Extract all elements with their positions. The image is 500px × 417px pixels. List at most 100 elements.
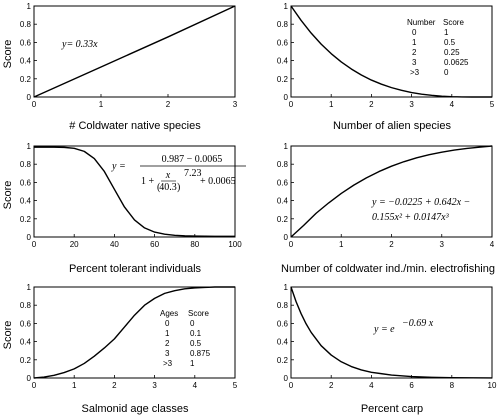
table-cell: 0.875	[190, 349, 211, 358]
x-axis-label: Percent carp	[361, 403, 423, 415]
y-tick-label: 1	[27, 2, 32, 11]
table-cell: 0.0625	[444, 58, 469, 67]
table-cell: 0.1	[190, 329, 202, 338]
table-cell: 0	[412, 28, 417, 37]
y-axis-label: Score	[2, 40, 14, 69]
table-cell: 1	[190, 359, 195, 368]
table-cell: 1	[165, 329, 170, 338]
equation-label: y = 0.987 − 0.0065 1 + ( x 40.3 ) 7.23 +…	[111, 154, 246, 193]
x-tick-label: 2	[112, 381, 117, 390]
table-cell: >3	[410, 68, 420, 77]
y-tick-label: 0.8	[277, 160, 289, 169]
x-tick-label: 3	[440, 240, 445, 249]
plot-frame	[290, 5, 493, 98]
y-tick-label: 0	[27, 233, 32, 242]
table-cell: 0.25	[444, 48, 460, 57]
y-tick-label: 0.8	[20, 160, 32, 169]
series-line	[33, 286, 235, 379]
x-tick-label: 3	[409, 100, 414, 109]
y-tick-label: 0.2	[20, 75, 32, 84]
score-table: Number Score 0 1 1 0.5 2 0.25 3 0.0625 >…	[407, 18, 469, 77]
x-tick-label: 5	[490, 100, 495, 109]
y-tick-label: 0.6	[277, 38, 289, 47]
x-tick-label: 0	[32, 240, 37, 249]
y-tick-label: 0	[27, 374, 32, 383]
paren-left: (	[157, 182, 161, 193]
table-cell: 0	[444, 68, 449, 77]
series-line	[290, 286, 493, 379]
x-tick-label: 5	[233, 381, 238, 390]
x-tick-label: 2	[166, 100, 171, 109]
y-tick-label: 0.4	[20, 57, 32, 66]
x-tick-label: 0	[289, 100, 294, 109]
y-tick-label: 0.6	[277, 178, 289, 187]
x-tick-label: 4	[450, 100, 455, 109]
x-tick-label: 0	[32, 381, 37, 390]
plot-frame	[290, 286, 493, 379]
equation-numerator: 0.987 − 0.0065	[162, 154, 223, 165]
equation-line-1: y = −0.0225 + 0.642x −	[371, 197, 470, 208]
y-tick-label: 0.4	[277, 57, 289, 66]
series-line	[34, 146, 235, 238]
y-tick-label: 0.2	[277, 75, 289, 84]
y-tick-label: 0.8	[20, 20, 32, 29]
series-line	[290, 145, 493, 238]
table-cell: 3	[165, 349, 170, 358]
paren-right: )	[177, 182, 180, 193]
x-tick-label: 3	[233, 100, 238, 109]
equation-exponent: −0.69 x	[402, 318, 434, 329]
x-axis-label: # Coldwater native species	[69, 120, 201, 132]
y-tick-label: 0.8	[277, 301, 289, 310]
table-cell: 3	[412, 58, 417, 67]
y-tick-label: 0	[284, 374, 289, 383]
table-cell: 0.5	[190, 339, 202, 348]
y-tick-label: 1	[284, 142, 289, 151]
x-tick-label: 10	[488, 381, 497, 390]
x-tick-label: 100	[228, 240, 242, 249]
equation-label: y= 0.33x	[61, 39, 98, 50]
x-tick-label: 60	[150, 240, 159, 249]
y-tick-label: 0.6	[277, 319, 289, 328]
table-header-score: Score	[188, 309, 209, 318]
panel-percent-carp: y = e −0.69 x Percent carp 0 2 4 6 8 10 0 0.2 0.…	[277, 283, 497, 415]
x-tick-label: 2	[329, 381, 334, 390]
x-tick-label: 1	[72, 381, 77, 390]
x-axis-label: Number of coldwater ind./min. electrofis…	[281, 263, 495, 275]
y-tick-label: 0.6	[20, 38, 32, 47]
plot-frame	[33, 5, 236, 98]
x-tick-label: 4	[193, 381, 198, 390]
x-tick-label: 4	[490, 240, 495, 249]
table-header-ages: Ages	[160, 309, 178, 318]
y-axis-label: Score	[2, 321, 14, 350]
panel-coldwater-electrofishing: y = −0.0225 + 0.642x − 0.155x² + 0.0147x…	[277, 142, 495, 275]
table-cell: 0	[190, 319, 195, 328]
table-cell: 2	[412, 48, 417, 57]
panel-percent-tolerant: y = 0.987 − 0.0065 1 + ( x 40.3 ) 7.23 +…	[2, 142, 246, 275]
x-tick-label: 0	[289, 381, 294, 390]
x-tick-label: 1	[339, 240, 344, 249]
y-tick-label: 1	[27, 142, 32, 151]
equation-denominator-1: 1 +	[141, 176, 155, 187]
y-tick-label: 1	[284, 2, 289, 11]
equation-base: y = e	[373, 324, 395, 335]
x-axis-label: Percent tolerant individuals	[69, 263, 202, 275]
y-tick-label: 0.8	[20, 301, 32, 310]
x-tick-label: 2	[369, 100, 374, 109]
y-tick-label: 0	[284, 93, 289, 102]
panel-alien-species: Number Score 0 1 1 0.5 2 0.25 3 0.0625 >…	[277, 2, 495, 132]
y-tick-label: 0.2	[277, 356, 289, 365]
x-tick-label: 0	[289, 240, 294, 249]
y-axis-label: Score	[2, 181, 14, 210]
table-cell: 0.5	[444, 38, 456, 47]
panel-salmonid-age-classes: Ages Score 0 0 1 0.1 2 0.5 3 0.875 >3 1 …	[2, 283, 238, 415]
y-tick-label: 0.2	[20, 215, 32, 224]
y-tick-label: 0.4	[20, 197, 32, 206]
x-tick-label: 6	[409, 381, 414, 390]
y-tick-label: 0.2	[20, 356, 32, 365]
table-header-score: Score	[443, 18, 464, 27]
table-cell: 2	[165, 339, 170, 348]
x-tick-label: 80	[190, 240, 199, 249]
equation-exponent: 7.23	[184, 168, 202, 179]
y-tick-label: 0.4	[20, 338, 32, 347]
